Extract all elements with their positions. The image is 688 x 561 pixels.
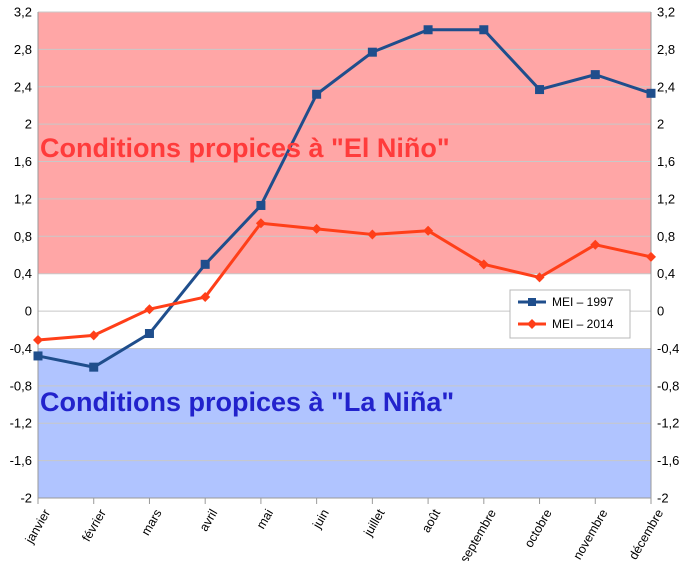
- category-label: janvier: [22, 507, 53, 547]
- data-point-0: [312, 89, 322, 99]
- y-tick-label-left: 0,8: [14, 229, 32, 244]
- data-point-1: [311, 223, 322, 234]
- y-tick-label-right: 2,8: [657, 42, 675, 57]
- data-point-0: [256, 200, 266, 210]
- data-point-0: [367, 47, 377, 57]
- zone-band-0: [38, 12, 651, 274]
- y-tick-label-right: -0,8: [657, 378, 679, 393]
- category-label: mars: [139, 507, 165, 538]
- category-label: juillet: [361, 506, 388, 539]
- category-label: avril: [197, 507, 221, 534]
- data-point-0: [144, 329, 154, 339]
- series-line-1: [37, 221, 652, 342]
- data-point-1: [33, 335, 43, 346]
- y-tick-label-left: 0,4: [14, 266, 32, 281]
- data-point-1: [646, 251, 656, 262]
- y-tick-label-left: 2,8: [14, 42, 32, 57]
- y-tick-label-right: 0,4: [657, 266, 675, 281]
- y-tick-label-left: -1,6: [10, 453, 32, 468]
- data-point-0: [535, 85, 545, 95]
- category-label: août: [419, 506, 444, 535]
- data-point-0: [89, 362, 99, 372]
- y-tick-label-left: 3,2: [14, 5, 32, 20]
- legend-marker-2014: [527, 319, 537, 329]
- category-label: février: [79, 507, 108, 544]
- data-point-1: [478, 259, 489, 270]
- y-tick-label-left: 0: [25, 304, 32, 319]
- category-label: septembre: [457, 507, 499, 561]
- y-tick-label-right: 3,2: [657, 5, 675, 20]
- data-point-0: [646, 88, 656, 98]
- category-label: octobre: [522, 507, 555, 550]
- y-tick-label-left: 2: [25, 117, 32, 132]
- series-line-0: [37, 28, 652, 369]
- data-point-1: [423, 225, 434, 236]
- data-point-0: [590, 70, 600, 80]
- data-point-1: [144, 304, 155, 315]
- legend: MEI – 1997 MEI – 2014: [509, 289, 631, 339]
- category-label: mai: [254, 507, 276, 531]
- el-nino-zone-label: Conditions propices à "El Niño": [40, 133, 450, 163]
- legend-label-2014: MEI – 2014: [552, 317, 614, 331]
- right-tick-labels: 3,2 2,8 2,4 2 1,6 1,2 0,8 0,4 0 -0,4 -0,8 -1,2 -1,6 -…: [657, 5, 679, 506]
- y-tick-label-right: 1,6: [657, 154, 675, 169]
- legend-marker-1997: [528, 298, 536, 306]
- data-point-0: [423, 25, 433, 35]
- y-tick-label-right: 0,8: [657, 229, 675, 244]
- data-point-1: [200, 292, 211, 303]
- data-point-1: [367, 229, 378, 240]
- y-tick-label-left: -0,8: [10, 378, 32, 393]
- y-tick-label-left: -0,4: [10, 341, 32, 356]
- category-label: décembre: [626, 507, 666, 561]
- y-tick-label-right: -2: [657, 491, 669, 506]
- data-point-0: [200, 259, 210, 269]
- left-tick-labels: 3,2 2,8 2,4 2 1,6 1,2 0,8 0,4 0 -0,4 -0,8 -1,2 -1,6 -…: [10, 5, 32, 506]
- legend-label-1997: MEI – 1997: [552, 295, 614, 309]
- y-tick-label-right: -1,2: [657, 416, 679, 431]
- y-tick-label-right: 2: [657, 117, 664, 132]
- y-tick-label-right: -0,4: [657, 341, 679, 356]
- data-point-1: [590, 239, 601, 250]
- category-label: novembre: [571, 507, 611, 561]
- data-point-1: [255, 218, 266, 229]
- data-point-1: [88, 330, 99, 341]
- y-tick-label-left: 2,4: [14, 79, 32, 94]
- category-labels: janvier février mars avril mai juin juillet aoû…: [22, 506, 666, 561]
- data-point-0: [479, 25, 489, 35]
- la-nina-zone-label: Conditions propices à "La Niña": [40, 387, 454, 417]
- category-label: juin: [309, 507, 331, 532]
- data-point-1: [534, 272, 545, 283]
- y-tick-label-left: -1,2: [10, 416, 32, 431]
- y-tick-label-right: 2,4: [657, 79, 675, 94]
- y-tick-label-right: 0: [657, 304, 664, 319]
- y-tick-label-left: 1,6: [14, 154, 32, 169]
- y-tick-label-right: -1,6: [657, 453, 679, 468]
- series-layer: [33, 25, 656, 372]
- data-point-0: [33, 351, 43, 361]
- y-tick-label-right: 1,2: [657, 191, 675, 206]
- y-tick-label-left: -2: [20, 491, 32, 506]
- y-tick-label-left: 1,2: [14, 191, 32, 206]
